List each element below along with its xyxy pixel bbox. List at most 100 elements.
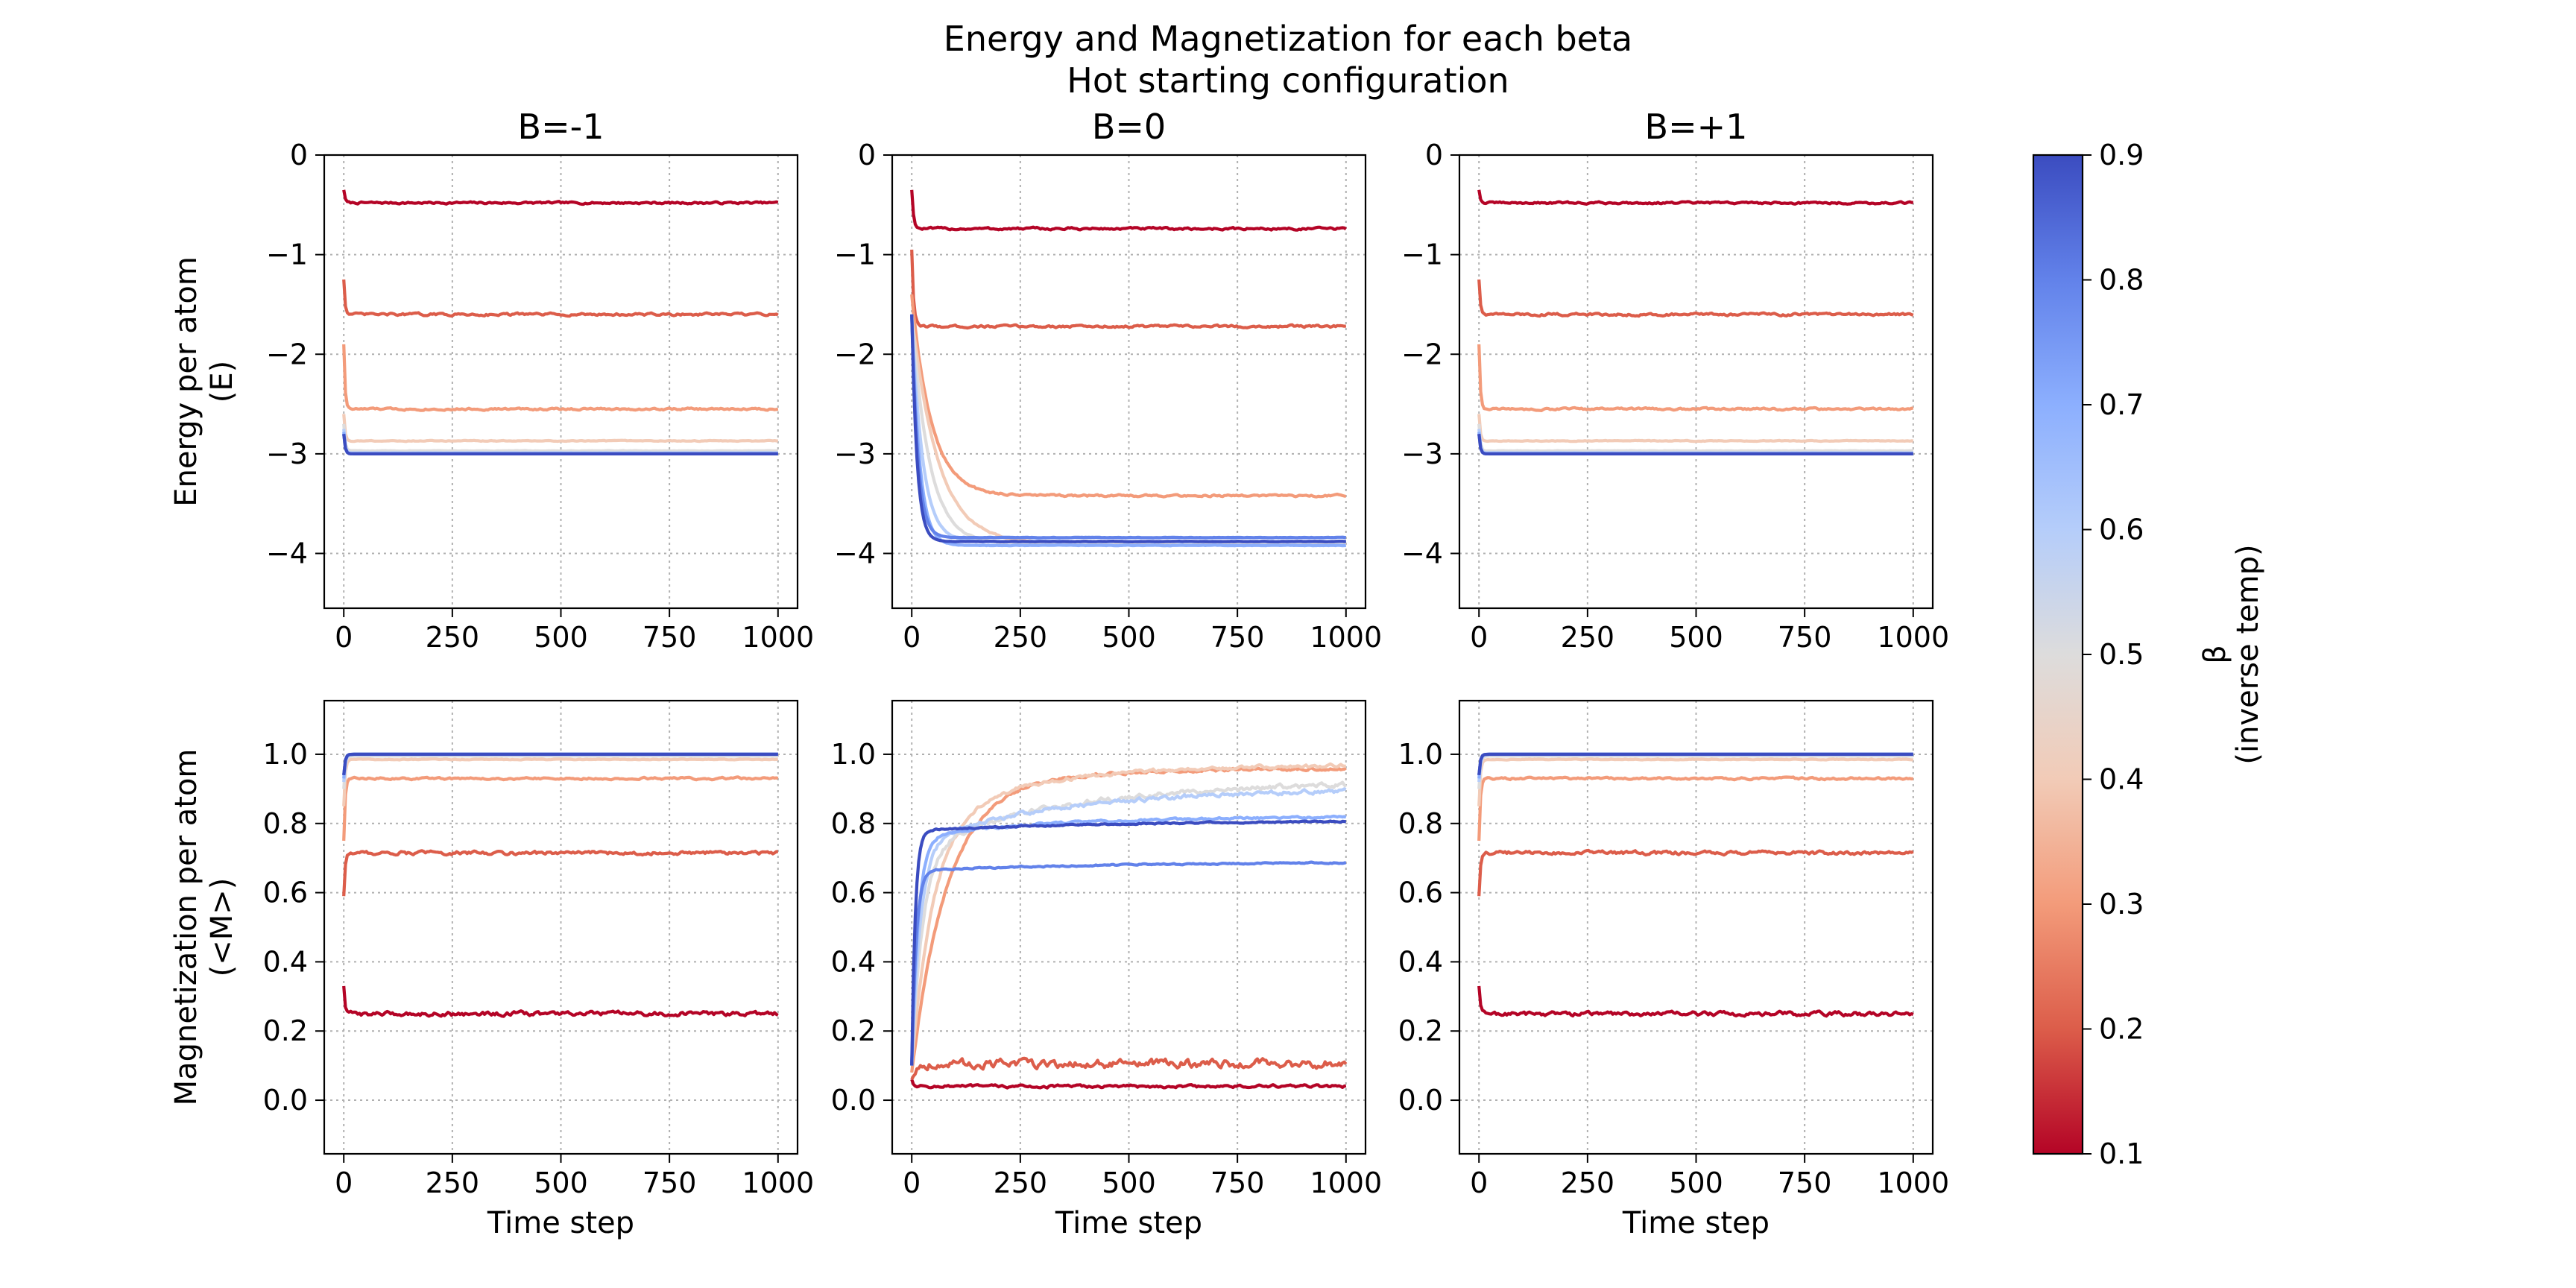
y-tick-label: 1.0	[263, 738, 308, 771]
column-title: B=+1	[1645, 107, 1748, 147]
colorbar-ticks: 0.1 0.2 0.3 0.4 0.5 0.6 0.7 0.8 0.9	[2083, 139, 2144, 1170]
series-line-beta-0.9	[342, 752, 778, 776]
subplot-energy-b0: 0 250 500 750 1000 0 −1 −2 −3 −4 B=0	[834, 107, 1382, 654]
x-tick-label: 250	[994, 621, 1048, 654]
series-group	[1477, 752, 1914, 1018]
y-tick-label: 1.0	[831, 738, 876, 771]
series-line-beta-0.1	[342, 189, 779, 206]
y-tick-label: 0.4	[831, 945, 876, 978]
y-tick-label: 0.2	[1398, 1014, 1443, 1047]
series-line-beta-0.3	[342, 344, 779, 412]
x-tick-label: 500	[1669, 621, 1723, 654]
y-tick-label: −2	[834, 338, 876, 370]
series-line-beta-0.5	[1477, 423, 1913, 453]
y-tick-label: 1.0	[1398, 738, 1443, 771]
figure-title: Energy and Magnetization for each beta	[944, 19, 1632, 59]
colorbar-tick-label: 0.8	[2099, 264, 2144, 297]
series-line-beta-0.4	[342, 757, 779, 806]
y-axis-label-line-1: Energy per atom	[169, 256, 203, 507]
x-tick-label: 1000	[1310, 621, 1382, 654]
x-tick-label: 750	[1210, 1167, 1265, 1199]
colorbar-tick-label: 0.4	[2099, 763, 2144, 796]
x-tick-label: 500	[534, 621, 588, 654]
subplot-mag-b0: 0 250 500 750 1000 0.0 0.2 0.4 0.6 0.8 1.0 Time ste…	[831, 699, 1382, 1240]
series-line-beta-0.3	[910, 766, 1347, 1073]
series-line-beta-0.2	[342, 279, 779, 318]
grid	[1459, 154, 1933, 608]
subplot-energy-bpos1: 0 250 500 750 1000 0 −1 −2 −3 −4 B=+1	[1401, 107, 1949, 654]
series-line-beta-0.2	[910, 249, 1347, 330]
subplot-mag-bpos1: 0 250 500 750 1000 0.0 0.2 0.4 0.6 0.8 1.0 Time ste…	[1398, 699, 1949, 1240]
y-tick-label: −2	[266, 338, 308, 370]
x-tick-label: 250	[1561, 621, 1615, 654]
y-tick-label: 0.6	[263, 877, 308, 909]
series-line-beta-0.2	[1477, 279, 1914, 318]
figure-subtitle: Hot starting configuration	[1067, 60, 1509, 101]
colorbar-gradient	[2032, 154, 2084, 1155]
y-tick-label: −3	[834, 438, 876, 470]
series-line-beta-0.2	[342, 849, 778, 897]
series-line-beta-0.5	[342, 423, 778, 453]
colorbar-tick-label: 0.3	[2099, 888, 2144, 921]
colorbar-tick-label: 0.9	[2099, 139, 2144, 171]
series-line-beta-0.2	[1477, 848, 1914, 897]
y-tick-label: 0.0	[1398, 1084, 1443, 1117]
series-line-beta-0.9	[1477, 752, 1913, 776]
grid	[1459, 701, 1933, 1154]
x-tick-label: 1000	[742, 621, 814, 654]
y-axis-label-line-2: (E)	[205, 361, 239, 402]
series-line-beta-0.3	[910, 294, 1347, 499]
y-tick-label: −4	[834, 537, 876, 570]
x-tick-label: 250	[1561, 1167, 1615, 1199]
column-title: B=-1	[518, 107, 604, 147]
y-tick-label: −4	[1401, 537, 1443, 570]
x-tick-label: 0	[335, 1167, 353, 1199]
series-line-beta-0.4	[1477, 414, 1913, 443]
x-tick-label: 1000	[742, 1167, 814, 1199]
y-tick-label: −4	[266, 537, 308, 570]
y-tick-label: −1	[834, 239, 876, 271]
y-tick-label: 0.6	[831, 877, 876, 909]
series-line-beta-0.1	[342, 985, 779, 1018]
grid	[324, 154, 798, 608]
series-line-beta-0.1	[1477, 985, 1914, 1018]
x-tick-label: 250	[426, 621, 480, 654]
x-tick-label: 500	[1102, 1167, 1156, 1199]
series-line-beta-0.8	[910, 860, 1347, 1066]
y-tick-label: 0.2	[263, 1014, 308, 1047]
y-axis-label-line-1: Magnetization per atom	[169, 749, 203, 1106]
y-tick-label: 0.8	[831, 807, 876, 840]
colorbar-label-inverse-temp: (inverse temp)	[2231, 544, 2265, 764]
x-tick-label: 750	[1778, 621, 1832, 654]
y-tick-label: −2	[1401, 338, 1443, 370]
series-line-beta-0.1	[1477, 189, 1913, 206]
x-tick-label: 750	[643, 1167, 697, 1199]
y-tick-label: −3	[1401, 438, 1443, 470]
series-line-beta-0.1	[910, 189, 1347, 232]
x-tick-label: 750	[1778, 1167, 1832, 1199]
colorbar-tick-label: 0.7	[2099, 388, 2144, 421]
series-line-beta-0.9	[910, 314, 1346, 544]
series-line-beta-0.4	[910, 762, 1346, 1066]
y-tick-label: 0.4	[1398, 945, 1443, 978]
y-tick-label: 0.8	[263, 807, 308, 840]
y-tick-label: −3	[266, 438, 308, 470]
y-tick-label: −1	[266, 239, 308, 271]
x-tick-label: 0	[903, 1167, 921, 1199]
y-tick-label: 0.4	[263, 945, 308, 978]
series-line-beta-0.3	[1477, 344, 1913, 413]
x-tick-label: 1000	[1310, 1167, 1382, 1199]
colorbar: 0.1 0.2 0.3 0.4 0.5 0.6 0.7 0.8 0.9 β (inverse t…	[2032, 139, 2265, 1170]
series-line-beta-0.6	[910, 787, 1347, 1066]
series-line-beta-0.4	[342, 414, 779, 443]
y-tick-label: 0.0	[831, 1084, 876, 1117]
y-tick-label: 0.6	[1398, 877, 1443, 909]
x-tick-label: 0	[903, 621, 921, 654]
x-tick-label: 0	[1470, 621, 1488, 654]
series-group	[1477, 189, 1914, 456]
series-line-beta-0.7	[910, 314, 1346, 548]
x-axis-label: Time step	[487, 1206, 634, 1240]
y-tick-label: 0.2	[831, 1014, 876, 1047]
series-group	[910, 762, 1348, 1090]
y-tick-label: −1	[1401, 239, 1443, 271]
